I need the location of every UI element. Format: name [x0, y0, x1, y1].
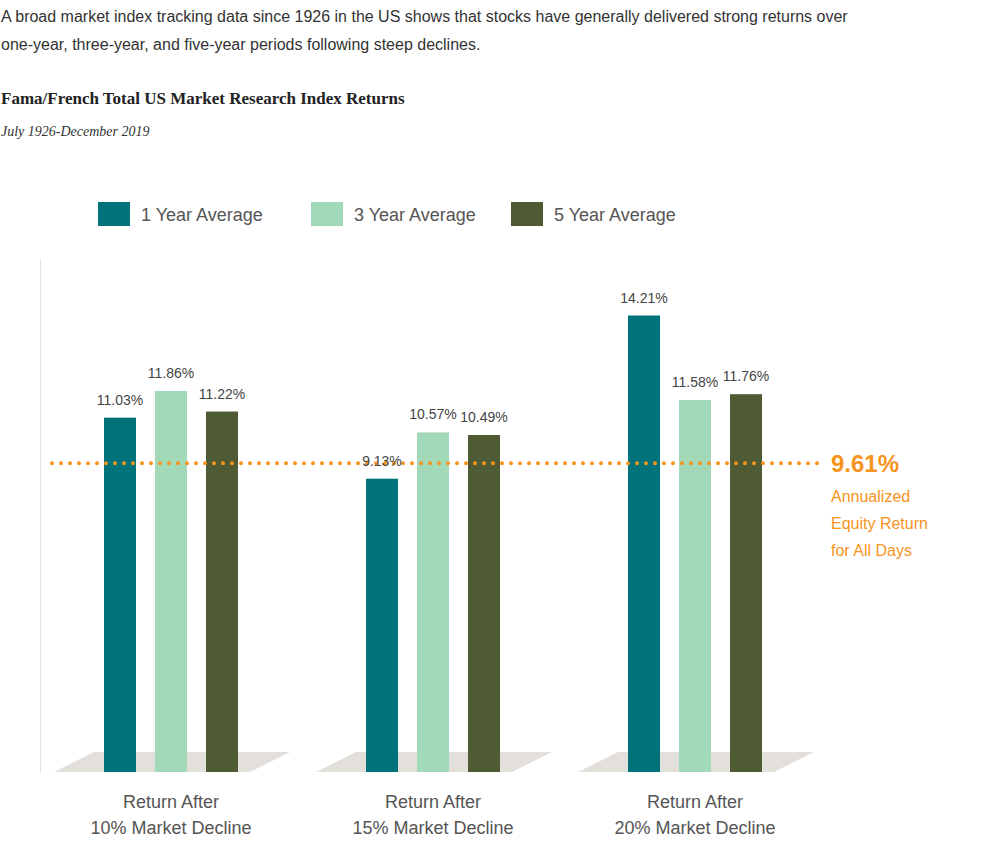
subtitle: July 1926-December 2019 [1, 124, 150, 139]
x-tick-label-line: 15% Market Decline [352, 818, 513, 838]
data-labels: 11.03% 9.13% 14.21% 11.86% 10.57% 11.58% 11.22… [97, 290, 769, 469]
bar [730, 394, 762, 772]
x-tick-label-line: Return After [647, 792, 743, 812]
x-tick-label-line: 10% Market Decline [90, 818, 251, 838]
reference-label: 9.61% [831, 450, 899, 477]
x-tick-label-line: Return After [123, 792, 219, 812]
data-label: 10.57% [409, 406, 456, 422]
bar [679, 400, 711, 772]
reference-line [52, 461, 822, 465]
reference-text: Equity Return [831, 515, 928, 532]
bar [417, 432, 449, 772]
data-label: 11.76% [723, 368, 769, 384]
chart: A broad market index tracking data since… [0, 0, 987, 848]
caption: A broad market index tracking data since… [1, 8, 848, 25]
x-tick-label: Return After 15% Market Decline [352, 792, 513, 838]
legend-label: 5 Year Average [554, 205, 676, 225]
y-axis-line [40, 259, 41, 773]
reference-text: Annualized [831, 488, 910, 505]
data-label: 11.22% [199, 386, 245, 402]
data-label: 10.49% [460, 409, 507, 425]
data-label: 11.58% [672, 374, 718, 390]
x-tick-label: Return After 20% Market Decline [614, 792, 775, 838]
bar [206, 412, 238, 772]
bar [104, 418, 136, 772]
legend-label: 3 Year Average [354, 205, 476, 225]
bar [366, 479, 398, 772]
y-axis [40, 259, 41, 773]
bar [628, 316, 660, 772]
data-label: 9.13% [362, 453, 402, 469]
data-label: 11.03% [97, 392, 143, 408]
bar [155, 391, 187, 772]
x-axis: Return After10% Market DeclineReturn Aft… [90, 792, 775, 838]
x-tick-label-line: 20% Market Decline [614, 818, 775, 838]
legend: 1 Year Average 3 Year Average 5 Year Avera… [98, 202, 676, 226]
legend-swatch [98, 202, 130, 226]
legend-label: 1 Year Average [141, 205, 263, 225]
reference-text: for All Days [831, 542, 912, 559]
data-label: 14.21% [620, 290, 667, 306]
legend-swatch [311, 202, 343, 226]
x-tick-label-line: Return After [385, 792, 481, 812]
x-tick-label: Return After 10% Market Decline [90, 792, 251, 838]
title: Fama/French Total US Market Research Ind… [1, 89, 405, 108]
legend-swatch [511, 202, 543, 226]
plot-area [52, 316, 822, 772]
bar [468, 435, 500, 772]
data-label: 11.86% [148, 365, 194, 381]
caption: one-year, three-year, and five-year peri… [1, 36, 480, 53]
